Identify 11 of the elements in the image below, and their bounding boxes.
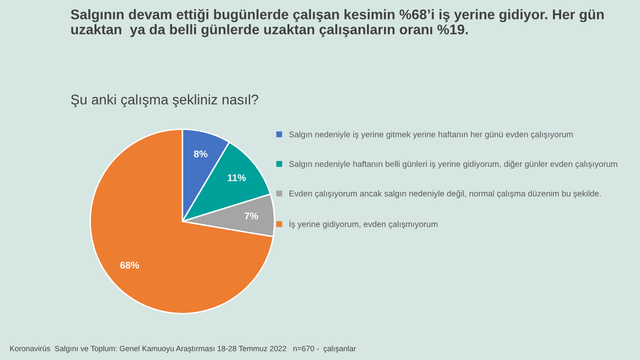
chart-subtitle: Şu anki çalışma şekliniz nasıl? bbox=[71, 94, 258, 108]
data-label: 8% bbox=[194, 150, 208, 158]
legend-label: Evden çalışıyorum ancak salgın nedeniyle değil, normal çalışma düzenim bu şekilde. bbox=[289, 190, 601, 198]
data-label: 11% bbox=[228, 174, 246, 182]
data-label: 68% bbox=[120, 262, 140, 269]
chart-title: Salgının devam ettiği bugünlerde çalışan kesimin %68’i iş yerine gidiyor. Her gün uzaktan ya da belli günlerde uzaktan çalışanların oranı %19. bbox=[70, 9, 604, 38]
legend-label: İş yerine gidiyorum, evden çalışmıyorum bbox=[290, 220, 438, 229]
legend-label: Salgın nedeniyle iş yerine gitmek yerine haftanın her günü evden çalışıyorum bbox=[289, 131, 573, 140]
legend-label: Salgın nedeniyle haftanın belli günleri iş yerine gidiyorum, diğer günler evden çalışıyorum bbox=[289, 160, 618, 169]
pie-slice bbox=[90, 128, 274, 314]
data-label: 7% bbox=[244, 212, 258, 220]
